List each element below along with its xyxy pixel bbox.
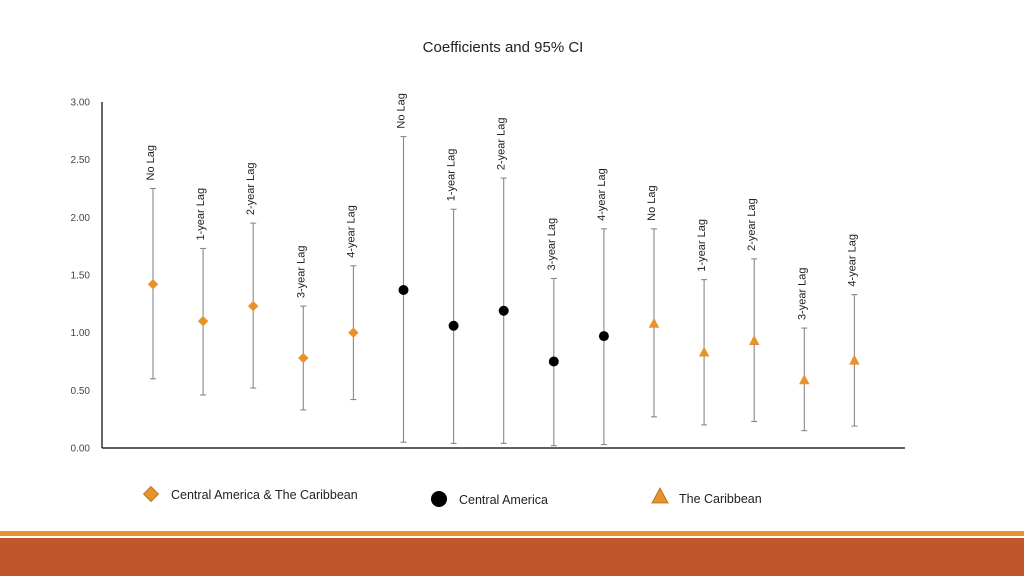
lag-label: 4-year Lag bbox=[846, 234, 858, 287]
data-point-diamond bbox=[348, 327, 359, 338]
footer-band bbox=[0, 538, 1024, 576]
lag-label: 1-year Lag bbox=[696, 219, 708, 272]
lag-label: 2-year Lag bbox=[245, 163, 257, 216]
legend: Central America & The Caribbean Central A… bbox=[142, 485, 762, 507]
legend-triangle-icon bbox=[651, 487, 669, 504]
data-point-circle bbox=[548, 356, 559, 367]
lag-label: No Lag bbox=[145, 145, 157, 180]
lag-label: No Lag bbox=[646, 185, 658, 220]
point-labels: No Lag 1-year Lag 2-year Lag 3-year Lag 4-ye… bbox=[145, 93, 858, 320]
lag-label: 3-year Lag bbox=[546, 218, 558, 271]
data-markers bbox=[147, 279, 860, 385]
legend-label: Central America bbox=[459, 493, 548, 507]
lag-label: 2-year Lag bbox=[746, 198, 758, 251]
data-point-diamond bbox=[248, 300, 259, 312]
data-point-diamond bbox=[298, 352, 309, 364]
y-tick-label: 1.50 bbox=[71, 271, 91, 282]
legend-diamond-icon bbox=[142, 485, 160, 503]
y-tick-label: 1.00 bbox=[71, 328, 91, 339]
y-tick-label: 2.50 bbox=[71, 155, 91, 166]
data-point-circle bbox=[398, 284, 409, 295]
lag-label: 4-year Lag bbox=[596, 168, 608, 221]
y-axis-ticks: 0.00 0.50 1.00 1.50 2.00 2.50 3.00 bbox=[71, 98, 91, 455]
lag-label: 2-year Lag bbox=[496, 118, 508, 171]
footer-accent-line bbox=[0, 531, 1024, 536]
lag-label: 4-year Lag bbox=[345, 205, 357, 258]
data-point-triangle bbox=[748, 335, 760, 346]
legend-label: Central America & The Caribbean bbox=[171, 488, 358, 502]
lag-label: 3-year Lag bbox=[796, 267, 808, 320]
data-point-diamond bbox=[197, 315, 209, 327]
y-tick-label: 0.00 bbox=[71, 444, 91, 455]
data-point-triangle bbox=[799, 374, 810, 385]
y-tick-label: 2.00 bbox=[71, 213, 91, 224]
y-tick-label: 3.00 bbox=[71, 98, 91, 109]
lag-label: 1-year Lag bbox=[195, 188, 207, 241]
data-point-circle bbox=[498, 305, 509, 316]
lag-label: 1-year Lag bbox=[446, 149, 458, 202]
legend-circle-icon bbox=[431, 491, 447, 507]
y-tick-label: 0.50 bbox=[71, 386, 91, 397]
data-point-triangle bbox=[849, 354, 860, 365]
chart-title: Coefficients and 95% CI bbox=[423, 39, 584, 56]
data-point-triangle bbox=[698, 346, 710, 357]
lag-label: No Lag bbox=[396, 93, 408, 128]
lag-label: 3-year Lag bbox=[295, 246, 307, 299]
legend-label: The Caribbean bbox=[679, 492, 762, 506]
data-point-triangle bbox=[648, 317, 660, 328]
data-point-diamond bbox=[147, 279, 159, 290]
data-point-circle bbox=[448, 320, 459, 331]
data-point-circle bbox=[598, 331, 609, 342]
